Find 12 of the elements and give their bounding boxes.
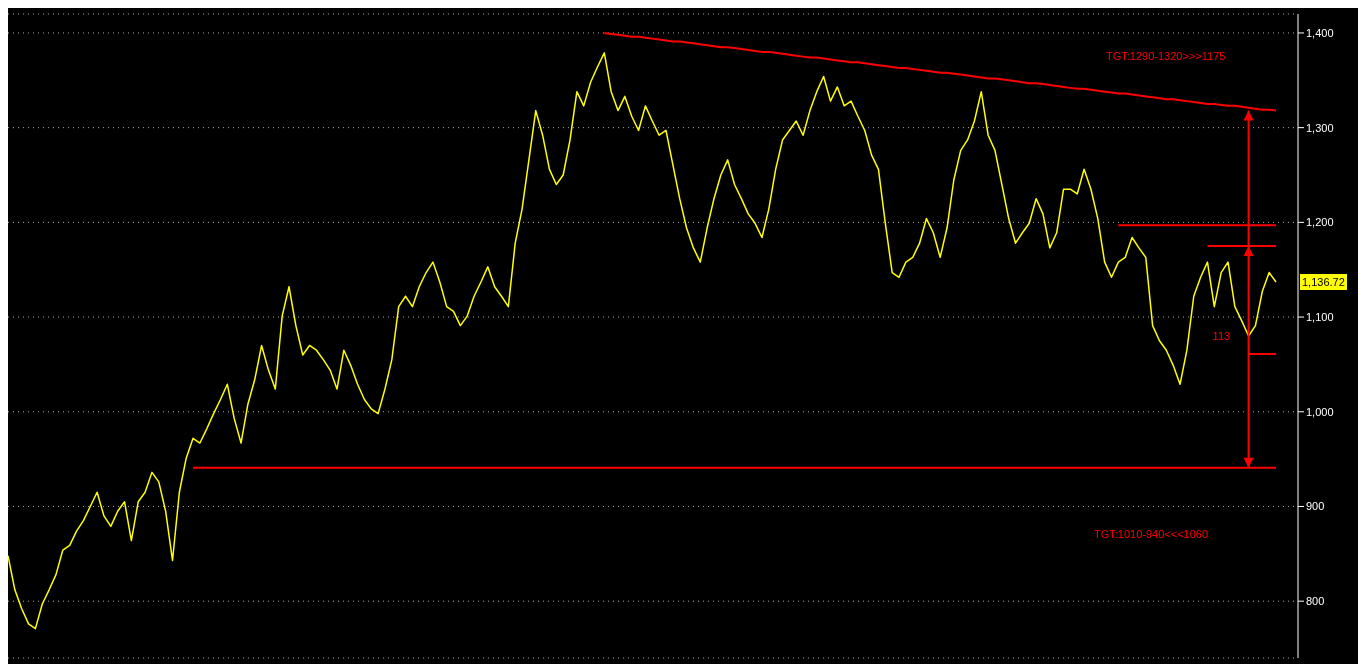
y-tick-label: 1,400 [1306,26,1334,39]
y-tick-label: 1,200 [1306,216,1334,229]
y-tick-label: 1,000 [1306,405,1334,418]
y-tick-label: 800 [1306,595,1325,608]
y-tick-label: 1,100 [1306,310,1334,323]
annotation: 113 [1212,330,1231,343]
text: 1,136.72 [1300,274,1347,291]
y-tick-label: 900 [1306,500,1325,513]
line-series [8,52,1277,630]
y-tick-label: 1,300 [1306,121,1334,134]
annotation: TGT:1290-1320>>>1175 [1106,50,1226,62]
annotation: TGT:1010-940<<<1060 [1094,528,1209,540]
